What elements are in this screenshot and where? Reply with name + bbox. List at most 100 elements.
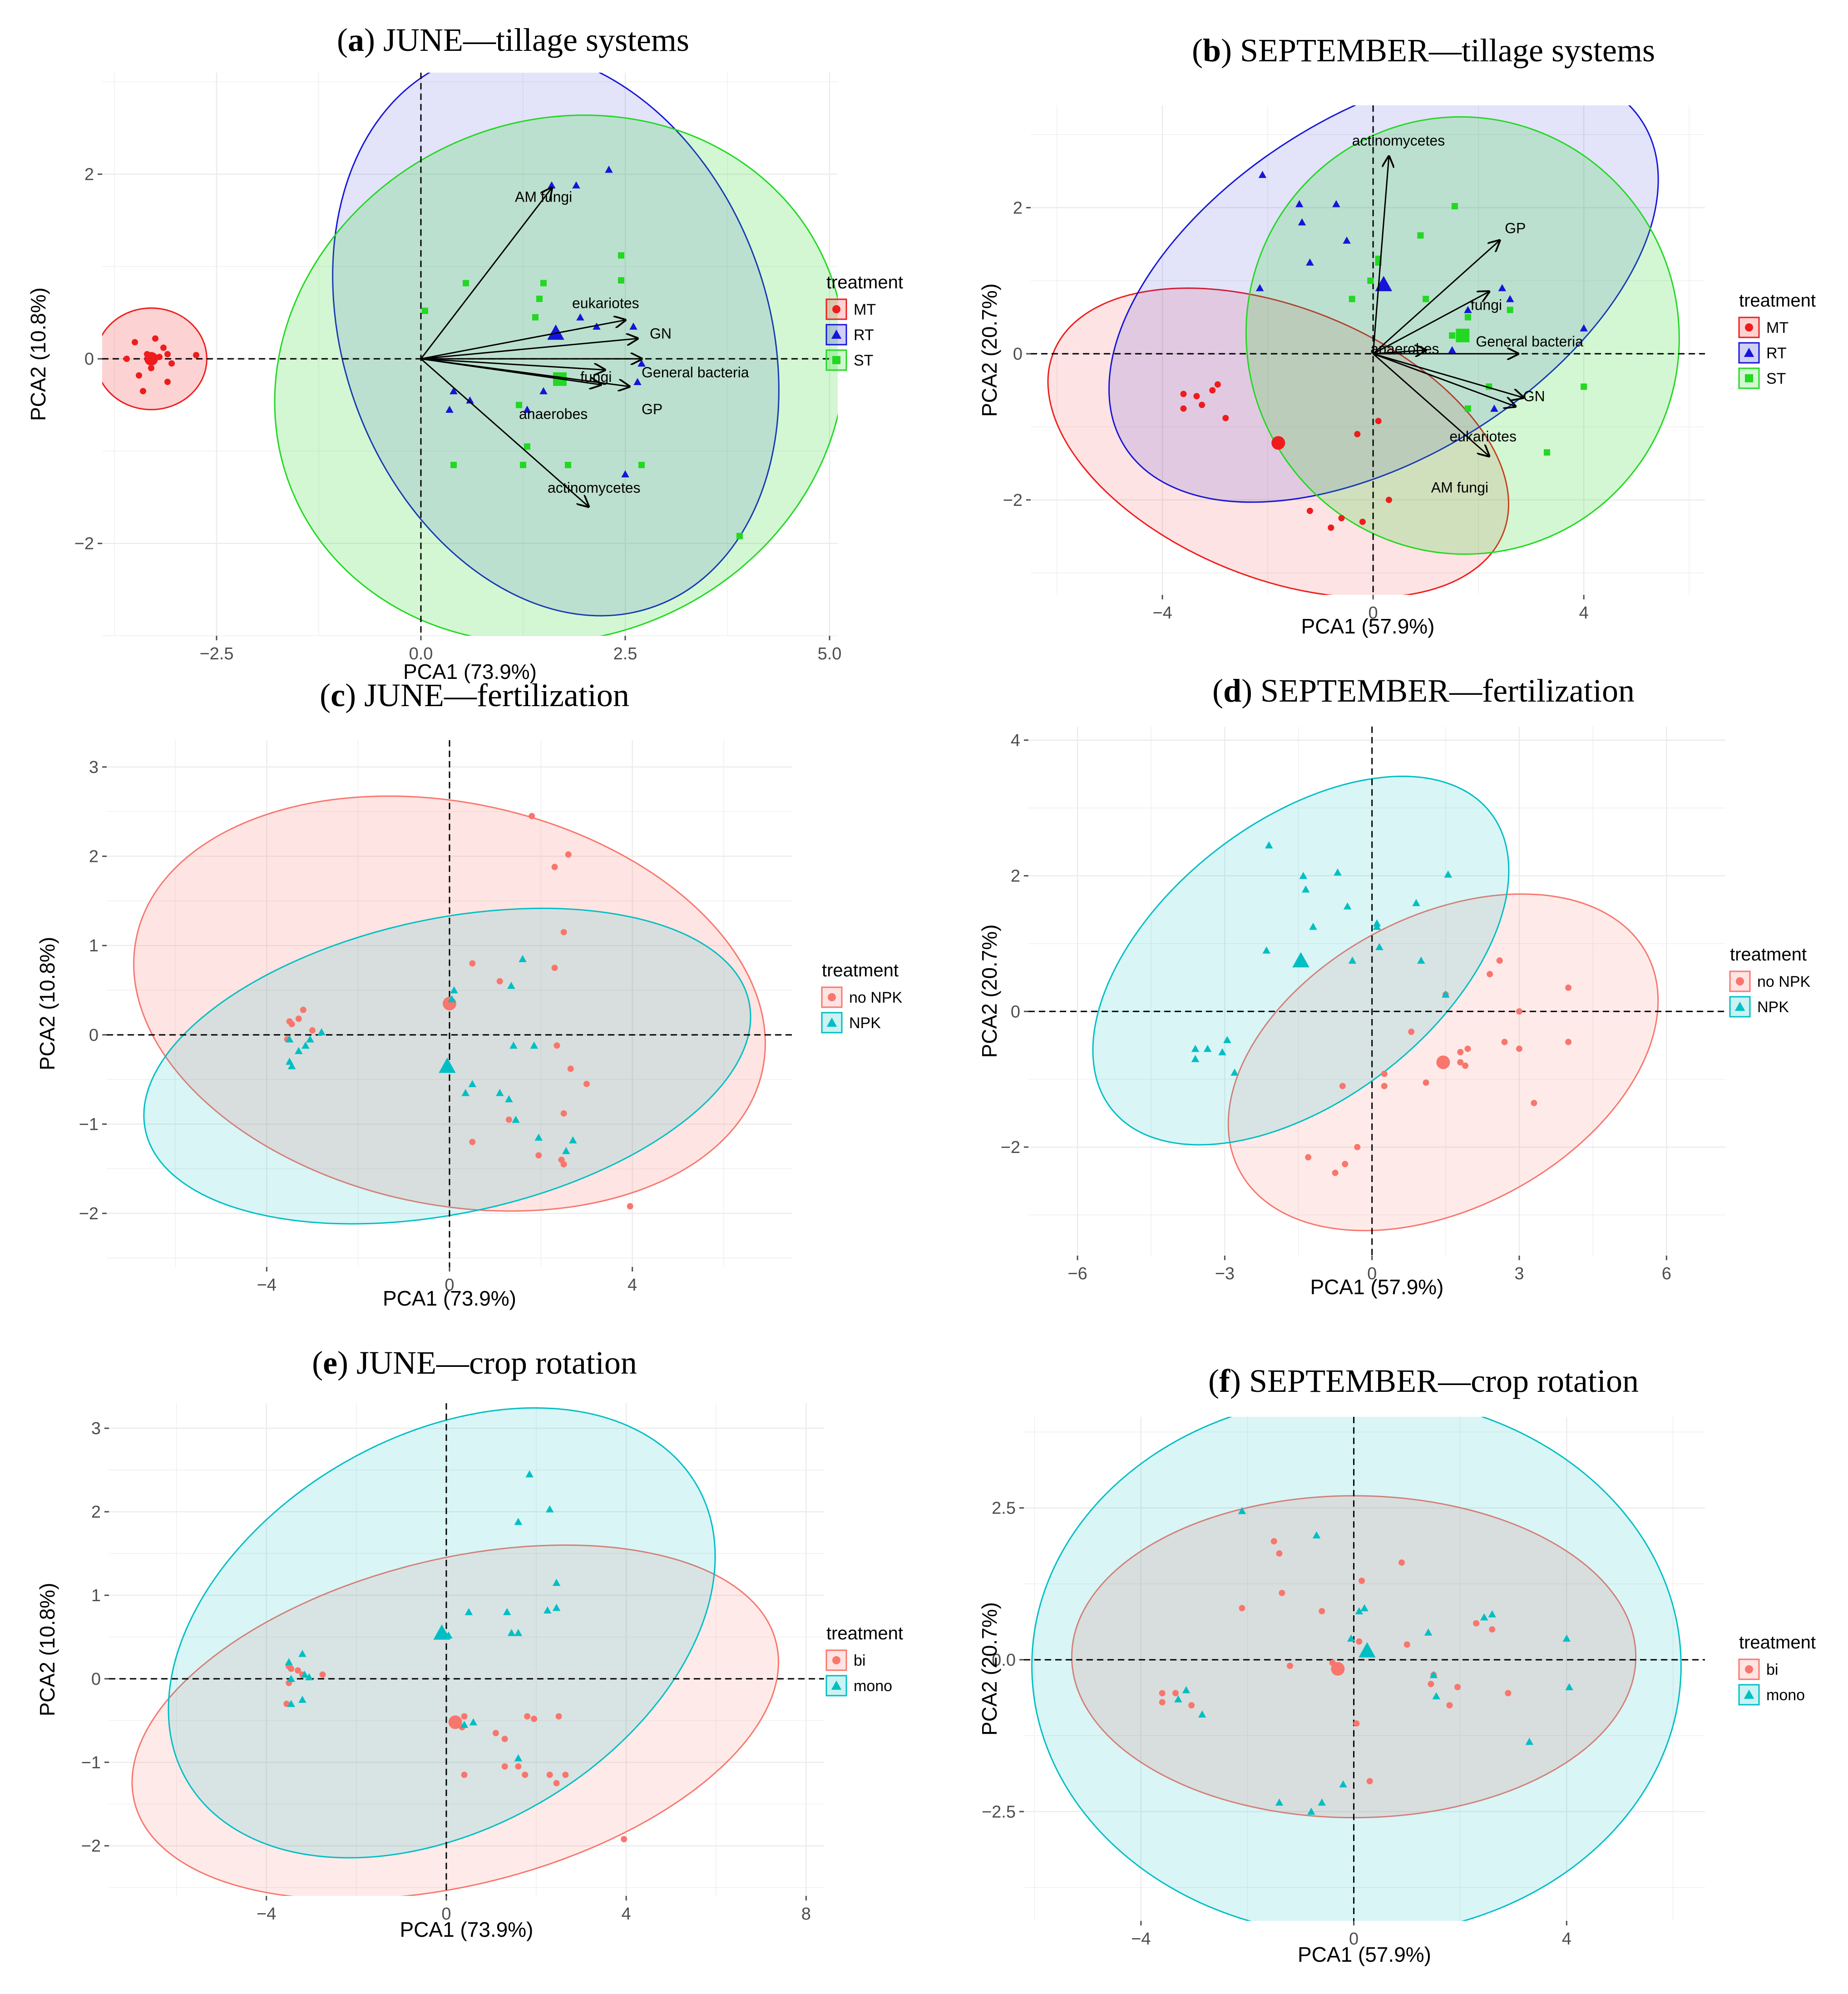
y-tick-label: 2 [1011,867,1020,886]
point-a-mt [164,378,171,385]
y-axis-label: PCA2 (10.8%) [26,287,50,421]
loading-vector-label: anaerobes [1370,341,1439,357]
y-tick-label: 0 [89,1026,99,1045]
point-a-st [422,307,428,314]
point-a-st [618,252,624,259]
point-e-mono [460,1721,469,1728]
point-e-mono [544,1606,552,1614]
legend-label: MT [854,301,876,318]
loading-vector [1373,241,1499,355]
x-axis-label: PCA1 (73.9%) [403,660,537,683]
grid-f [1024,1417,1705,1921]
y-axis-label: PCA2 (10.8%) [35,937,59,1070]
point-a-st [463,280,469,287]
point-f-mono [1565,1683,1573,1691]
y-tick-label: 2 [91,1503,101,1522]
point-c-no-npk [535,1152,542,1159]
point-a-rt [633,378,642,385]
point-f-bi [1398,1559,1405,1566]
point-e-bi [562,1771,569,1778]
x-tick-label: −4 [257,1276,277,1295]
point-f-mono [1275,1798,1284,1806]
point-a-rt [629,322,637,330]
panel-title-c: (c) JUNE—fertilization [320,677,629,713]
point-c-no-npk [551,864,558,871]
panel-title-e: (e) JUNE—crop rotation [312,1345,637,1381]
loading-vector [420,358,601,385]
point-b-st [1451,203,1458,210]
point-b-mt [1193,393,1200,400]
grid-a [102,73,838,636]
point-b-st [1464,405,1471,412]
loading-vector-label: eukariotes [572,295,639,311]
point-d-no-npk [1339,1083,1346,1089]
point-f-bi [1188,1702,1195,1709]
loading-vector-label: anaerobes [519,406,588,422]
point-f-bi [1270,1538,1277,1545]
point-f-bi [1279,1589,1285,1596]
y-tick-label: 0 [1013,345,1023,364]
point-b-st [1507,307,1513,313]
x-axis-label: PCA1 (57.9%) [1301,614,1434,638]
y-tick-label: −2 [74,534,94,554]
centroid-e-bi [448,1715,462,1729]
x-axis-label: PCA1 (57.9%) [1298,1943,1431,1966]
point-f-bi [1489,1626,1496,1633]
centroid-f-mono [1359,1642,1376,1658]
legend-label: MT [1766,319,1789,336]
point-b-mt [1385,496,1392,503]
y-tick-label: 0 [91,1670,101,1689]
y-tick-label: −2 [1001,1138,1020,1157]
point-f-mono [1429,1671,1438,1678]
point-b-rt [1498,284,1507,292]
point-e-mono [298,1649,306,1657]
loading-vector [420,320,625,360]
point-c-npk [295,1047,303,1054]
point-a-mt [124,356,130,362]
point-d-no-npk [1462,1062,1469,1069]
point-f-bi [1286,1662,1293,1669]
x-tick-label: −3 [1215,1264,1235,1283]
x-tick-label: 0 [1369,604,1378,623]
point-d-npk [1412,899,1420,906]
point-b-rt [1332,200,1340,208]
loading-vector-label: General bacteria [1476,333,1583,350]
x-tick-label: 0 [1349,1930,1359,1949]
point-a-st [524,443,530,450]
legend-label: no NPK [1757,973,1810,990]
point-f-bi [1276,1550,1283,1557]
point-b-st [1367,277,1374,284]
legend-d: treatment no NPK NPK [1729,945,1810,1018]
point-a-rt [576,313,584,321]
legend-symbol [1736,977,1744,985]
point-c-npk [317,1028,326,1035]
point-b-mt [1338,515,1345,522]
x-tick-label: 4 [1562,1930,1571,1949]
point-d-npk [1348,956,1357,964]
point-f-mono [1562,1634,1571,1642]
point-d-no-npk [1457,1049,1464,1055]
point-f-mono [1318,1798,1326,1806]
point-e-bi [319,1671,326,1678]
legend-symbol [826,1017,837,1027]
point-f-bi [1366,1778,1373,1785]
point-c-no-npk [565,851,572,858]
centroid-d-no-npk [1436,1055,1450,1069]
point-a-rt [445,406,454,413]
point-c-no-npk [496,978,503,985]
point-d-npk [1444,870,1452,878]
loading-vector [420,188,552,360]
centroid-c-npk [439,1057,456,1073]
legend-title: treatment [1739,1633,1816,1653]
point-d-npk [1203,1044,1212,1052]
point-f-mono [1432,1692,1440,1700]
legend-label: RT [854,327,874,344]
point-c-no-npk [627,1203,633,1210]
point-b-mt [1354,431,1361,438]
panel-title-d: (d) SEPTEMBER—fertilization [1212,673,1635,709]
point-c-npk [450,986,458,994]
point-c-npk [519,955,527,962]
point-f-mono [1355,1607,1364,1614]
point-b-rt [1343,236,1351,244]
point-f-bi [1159,1690,1166,1697]
